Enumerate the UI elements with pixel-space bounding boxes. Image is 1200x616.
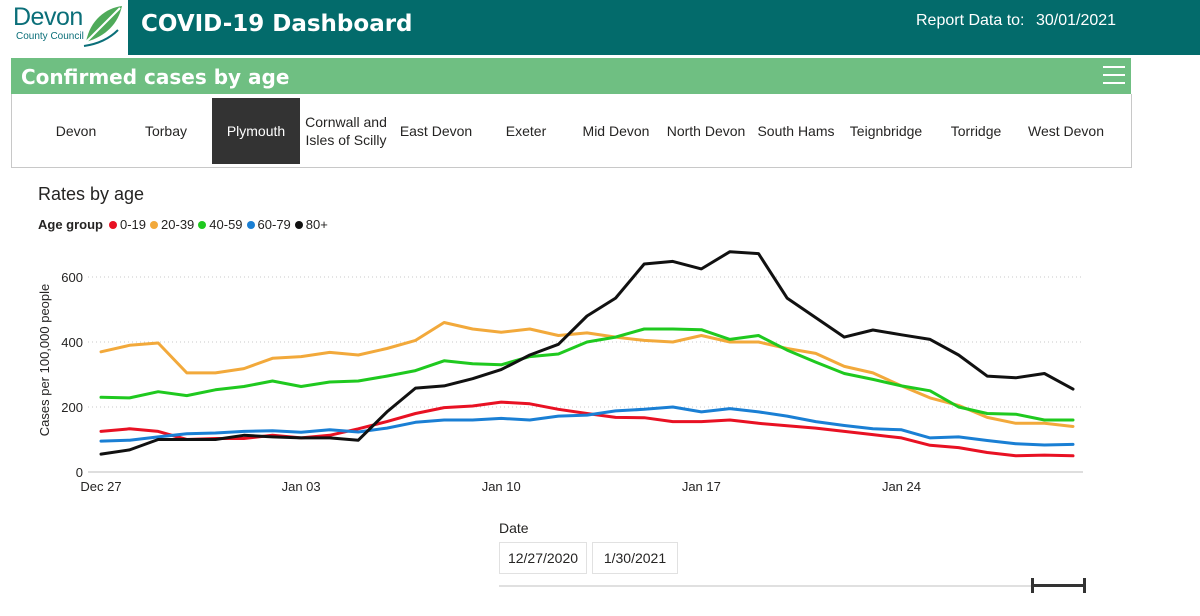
- legend-dot-80-plus: [294, 220, 303, 229]
- series-line-20-39[interactable]: [99, 321, 1075, 428]
- legend-label-0-19: 0-19: [120, 217, 147, 232]
- legend-title: Age group: [38, 217, 103, 232]
- legend-item-80-plus[interactable]: 80+: [294, 217, 328, 232]
- y-tick-label: 0: [76, 465, 83, 480]
- legend-label-80-plus: 80+: [305, 217, 328, 232]
- date-filter-label: Date: [499, 520, 529, 536]
- series-line-60-79[interactable]: [99, 405, 1075, 447]
- x-tick-label: Dec 27: [80, 479, 121, 494]
- date-slider-start-handle[interactable]: [1031, 578, 1034, 593]
- logo-county-council-text: County Council: [16, 31, 84, 42]
- start-date-input[interactable]: 12/27/2020: [499, 542, 587, 574]
- rates-by-age-line-chart: 0 200 400 600 Dec 27 Jan 03 Jan 10 Jan 17 Jan 24…: [37, 250, 1083, 494]
- tab-teignbridge[interactable]: Teignbridge: [849, 123, 923, 139]
- tab-cornwall-and-isles-of-scilly[interactable]: Cornwall and Isles of Scilly: [305, 114, 387, 148]
- series-line-40-59[interactable]: [99, 327, 1075, 422]
- devon-county-council-logo: Devon County Council: [0, 0, 128, 55]
- tab-plymouth[interactable]: Plymouth: [212, 98, 300, 164]
- legend-item-60-79[interactable]: 60-79: [246, 217, 291, 232]
- tab-east-devon[interactable]: East Devon: [399, 123, 473, 139]
- section-header: Confirmed cases by age: [11, 58, 1131, 94]
- series-line-80-plus[interactable]: [99, 250, 1075, 456]
- end-date-input[interactable]: 1/30/2021: [592, 542, 678, 574]
- date-slider-track[interactable]: [499, 585, 1085, 587]
- hamburger-menu-icon[interactable]: [1103, 66, 1125, 86]
- dashboard-title: COVID-19 Dashboard: [141, 11, 413, 37]
- y-tick-label: 600: [61, 270, 83, 285]
- legend-dot-40-59: [198, 220, 207, 229]
- date-slider-range: [1033, 584, 1085, 587]
- report-date-label: Report Data to:: [916, 12, 1025, 29]
- chart-legend: Age group 0-19 20-39 40-59 60-79 80+: [38, 217, 332, 232]
- legend-dot-60-79: [246, 220, 255, 229]
- x-tick-label: Jan 10: [482, 479, 521, 494]
- dashboard-header: Devon County Council COVID-19 Dashboard …: [0, 0, 1200, 55]
- y-tick-label: 200: [61, 400, 83, 415]
- report-date-value: 30/01/2021: [1036, 12, 1117, 29]
- section-title: Confirmed cases by age: [21, 65, 290, 89]
- tab-torridge[interactable]: Torridge: [950, 123, 1002, 139]
- legend-label-60-79: 60-79: [257, 217, 291, 232]
- series-line-0-19[interactable]: [99, 400, 1075, 458]
- legend-dot-20-39: [150, 220, 159, 229]
- chart-title: Rates by age: [38, 184, 145, 204]
- leaf-icon: [83, 6, 122, 47]
- legend-item-20-39[interactable]: 20-39: [150, 217, 194, 232]
- tab-torbay[interactable]: Torbay: [144, 123, 188, 139]
- legend-item-0-19[interactable]: 0-19: [109, 217, 146, 232]
- legend-dot-0-19: [109, 220, 117, 229]
- legend-label-20-39: 20-39: [161, 217, 195, 232]
- legend-label-40-59: 40-59: [209, 217, 243, 232]
- tab-west-devon[interactable]: West Devon: [1028, 123, 1104, 139]
- y-axis-title: Cases per 100,000 people: [37, 284, 52, 437]
- tab-mid-devon[interactable]: Mid Devon: [582, 123, 650, 139]
- x-tick-label: Jan 24: [882, 479, 921, 494]
- logo-devon-text: Devon: [13, 3, 83, 31]
- date-slider-end-handle[interactable]: [1083, 578, 1086, 593]
- tab-exeter[interactable]: Exeter: [505, 123, 547, 139]
- tab-north-devon[interactable]: North Devon: [666, 123, 746, 139]
- area-tabs: Devon Torbay Plymouth Cornwall and Isles…: [11, 94, 1132, 168]
- y-tick-label: 400: [61, 335, 83, 350]
- x-tick-label: Jan 17: [682, 479, 721, 494]
- tab-south-hams[interactable]: South Hams: [757, 123, 835, 139]
- legend-item-40-59[interactable]: 40-59: [198, 217, 243, 232]
- tab-devon[interactable]: Devon: [55, 123, 97, 139]
- x-tick-label: Jan 03: [282, 479, 321, 494]
